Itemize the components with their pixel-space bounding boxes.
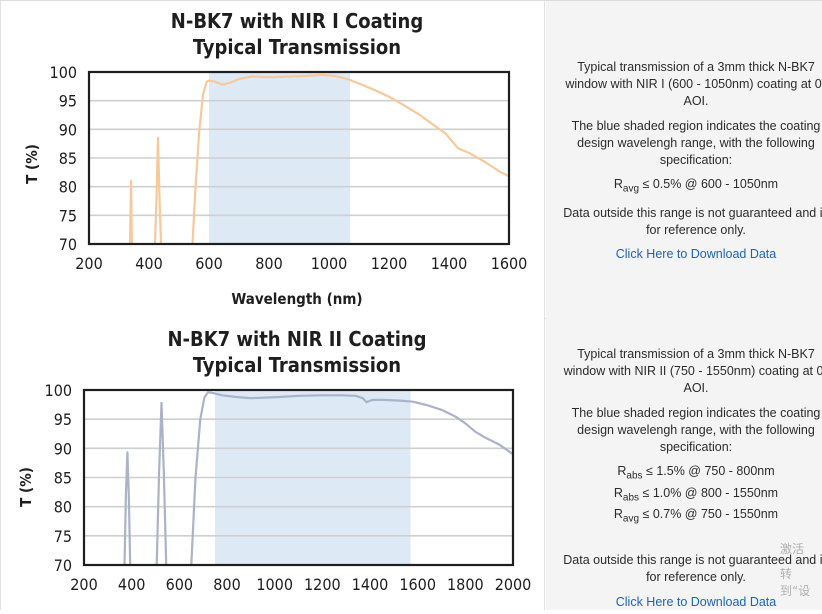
- download-data-link[interactable]: Click Here to Download Data: [615, 594, 777, 609]
- x-tick-label: 800: [213, 575, 240, 594]
- x-axis-label: Wavelength (nm): [231, 290, 362, 308]
- spec-value: ≤ 1.5% @ 750 - 800nm: [642, 464, 775, 478]
- chart-subtitle: Typical Transmission: [193, 35, 401, 59]
- series-line: [129, 179, 133, 244]
- series-line: [155, 401, 168, 565]
- chart-title: N-BK7 with NIR I Coating: [171, 9, 423, 33]
- spec-value: ≤ 1.0% @ 800 - 1550nm: [639, 485, 779, 500]
- y-axis-label: T (%): [17, 467, 35, 507]
- y-tick-label: 70: [59, 235, 77, 254]
- series-line: [190, 391, 513, 565]
- transmission-chart-nir-ii: N-BK7 with NIR II Coating Typical Transm…: [17, 327, 532, 594]
- y-axis-label: T (%): [23, 144, 41, 184]
- y-tick-label: 75: [54, 527, 72, 546]
- info-cell-nir-i: Typical transmission of a 3mm thick N-BK…: [546, 1, 822, 318]
- info-text: Typical transmission of a 3mm thick N-BK…: [558, 59, 822, 263]
- x-tick-label: 1600: [491, 254, 528, 273]
- product-row-nir-i: N-BK7 with NIR I Coating Typical Transmi…: [0, 0, 822, 319]
- x-tick-label: 200: [75, 254, 102, 273]
- spec-line: Rabs ≤ 1.0% @ 800 - 1550nm: [558, 485, 822, 507]
- x-tick-label: 1000: [311, 254, 348, 273]
- product-row-nir-ii: N-BK7 with NIR II Coating Typical Transm…: [0, 318, 822, 610]
- watermark-text: 激活: [780, 542, 805, 556]
- y-tick-label: 70: [54, 556, 72, 575]
- x-tick-label: 1600: [399, 575, 436, 594]
- info-cell-nir-ii: Typical transmission of a 3mm thick N-BK…: [546, 318, 822, 610]
- x-tick-label: 400: [135, 254, 162, 273]
- transmission-chart-nir-i: N-BK7 with NIR I Coating Typical Transmi…: [23, 9, 528, 308]
- y-tick-label: 100: [45, 381, 72, 400]
- x-tick-label: 2000: [495, 575, 532, 594]
- spec-symbol: R: [613, 507, 623, 521]
- chart-cell-nir-ii: N-BK7 with NIR II Coating Typical Transm…: [0, 318, 545, 610]
- spec-line: Rabs ≤ 1.5% @ 750 - 800nm: [558, 463, 822, 485]
- spec-line: Ravg ≤ 0.7% @ 750 - 1550nm: [558, 506, 822, 528]
- y-tick-label: 95: [59, 92, 77, 111]
- x-tick-label: 1200: [371, 254, 408, 273]
- spec-subscript: abs: [626, 470, 643, 482]
- y-tick-label: 95: [54, 410, 72, 429]
- x-tick-label: 1800: [447, 575, 484, 594]
- spec-list: Rabs ≤ 1.5% @ 750 - 800nm Rabs ≤ 1.0% @ 8…: [558, 463, 822, 528]
- y-tick-label: 80: [59, 178, 77, 197]
- description-text: Typical transmission of a 3mm thick N-BK…: [563, 347, 822, 395]
- plot-frame: [87, 70, 511, 246]
- y-tick-label: 80: [54, 498, 72, 517]
- spec-value: ≤ 0.5% @ 600 - 1050nm: [639, 177, 779, 191]
- description-text: Typical transmission of a 3mm thick N-BK…: [565, 60, 822, 108]
- spec-line: Ravg ≤ 0.5% @ 600 - 1050nm: [558, 176, 822, 198]
- reference-note-text: Data outside this range is not guarantee…: [563, 205, 822, 237]
- x-tick-label: 800: [255, 254, 282, 273]
- x-tick-label: 1400: [352, 575, 389, 594]
- download-data-link[interactable]: Click Here to Download Data: [615, 246, 777, 261]
- x-tick-label: 1000: [256, 575, 293, 594]
- series-line: [123, 451, 132, 565]
- spec-symbol: R: [613, 485, 623, 500]
- chart-title: N-BK7 with NIR II Coating: [167, 327, 426, 351]
- watermark-text: 转到“设: [780, 567, 811, 598]
- shade-note-text: The blue shaded region indicates the coa…: [571, 406, 821, 454]
- y-tick-label: 100: [50, 63, 77, 82]
- shade-note-text: The blue shaded region indicates the coa…: [571, 119, 821, 167]
- x-tick-label: 1400: [431, 254, 468, 273]
- spec-symbol: R: [613, 177, 623, 191]
- spec-subscript: avg: [622, 513, 640, 525]
- chart-cell-nir-i: N-BK7 with NIR I Coating Typical Transmi…: [0, 1, 545, 318]
- x-tick-label: 1200: [304, 575, 341, 594]
- spec-subscript: avg: [622, 183, 640, 195]
- x-tick-label: 400: [118, 575, 145, 594]
- spec-symbol: R: [617, 464, 627, 478]
- spec-list: Ravg ≤ 0.5% @ 600 - 1050nm: [558, 176, 822, 198]
- plot-area: 70 75 80 85 90 95 100 200 400 600 800 1000 1200 1400 1…: [45, 381, 532, 594]
- plot-frame: [82, 388, 515, 567]
- series-line: [153, 136, 163, 244]
- chart-subtitle: Typical Transmission: [193, 353, 401, 377]
- x-tick-label: 600: [195, 254, 222, 273]
- x-tick-label: 600: [166, 575, 193, 594]
- y-tick-label: 90: [59, 120, 77, 139]
- x-tick-label: 200: [70, 575, 97, 594]
- spec-subscript: abs: [622, 492, 640, 503]
- info-text: Typical transmission of a 3mm thick N-BK…: [558, 346, 822, 610]
- spec-value: ≤ 0.7% @ 750 - 1550nm: [639, 507, 779, 521]
- series-line: [191, 73, 509, 244]
- reference-note-text: Data outside this range is not guarantee…: [563, 552, 822, 584]
- y-tick-label: 75: [59, 206, 77, 225]
- y-tick-label: 85: [54, 469, 72, 488]
- y-tick-label: 85: [59, 149, 77, 168]
- y-tick-label: 90: [54, 439, 72, 458]
- plot-area: 70 75 80 85 90 95 100 200 400 600 800 1000 1200 1400 1…: [50, 63, 528, 273]
